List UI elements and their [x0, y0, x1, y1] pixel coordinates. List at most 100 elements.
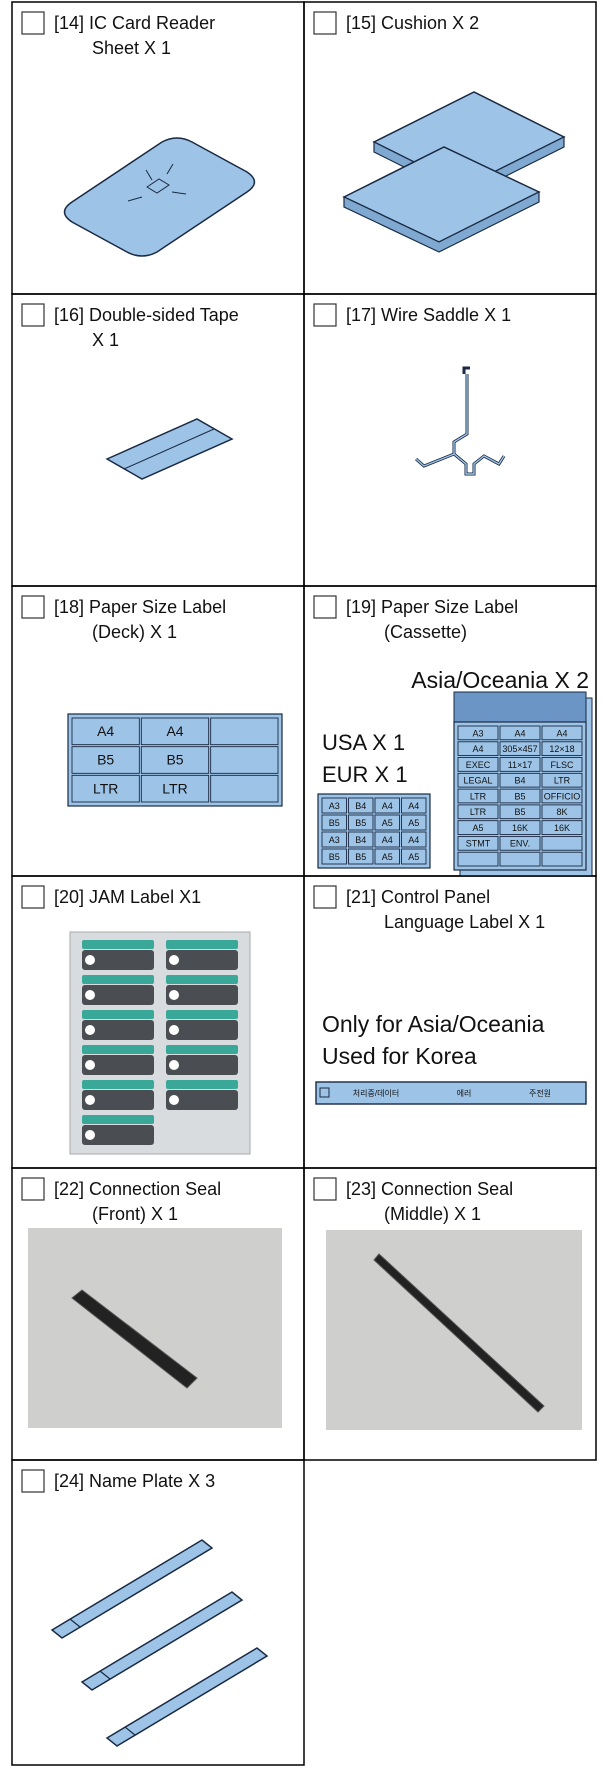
jam-body — [166, 1020, 238, 1040]
label-cell — [321, 831, 347, 848]
checkbox — [21, 595, 45, 619]
label-cell-text: FLSC — [550, 760, 574, 770]
label-cell — [374, 797, 400, 814]
jam-tab — [82, 940, 154, 949]
checkbox — [313, 1177, 337, 1201]
label-cell-text: A4 — [408, 801, 419, 811]
label-cell-text: B5 — [355, 818, 366, 828]
checkbox — [21, 1469, 45, 1493]
label-cell — [321, 848, 347, 865]
jam-icon — [169, 1060, 179, 1070]
note: Only for Asia/Oceania — [322, 1011, 545, 1037]
checkbox — [313, 595, 337, 619]
label-cell — [457, 788, 499, 804]
jam-body — [82, 1125, 154, 1145]
note: Used for Korea — [322, 1043, 477, 1069]
label-cell — [321, 814, 347, 831]
part-cell: [22] Connection Seal (Front) X 1 — [11, 1167, 305, 1461]
label-cell-text: STMT — [466, 839, 491, 849]
label-cell — [457, 804, 499, 820]
label-cell-text: B5 — [97, 752, 114, 768]
plate — [80, 1591, 244, 1691]
part-cell: [23] Connection Seal (Middle) X 1 — [303, 1167, 597, 1461]
strip-text: 주전원 — [529, 1088, 551, 1098]
label-cell — [499, 772, 541, 788]
part-cell: [17] Wire Saddle X 1 — [303, 293, 597, 587]
part-cell: [16] Double-sided Tape X 1 — [11, 293, 305, 587]
panel-strip — [315, 1081, 587, 1105]
jam-tab — [166, 1080, 238, 1089]
jam-icon — [169, 1095, 179, 1105]
jam-tab — [82, 1045, 154, 1054]
part-title: Sheet X 1 — [92, 38, 171, 58]
label-cell-text: A5 — [382, 852, 393, 862]
label-cell — [457, 725, 499, 741]
part-title: (Cassette) — [384, 622, 467, 642]
label-cell-text: LEGAL — [463, 776, 492, 786]
part-title: [22] Connection Seal — [54, 1179, 221, 1199]
saddle-inner — [415, 374, 505, 475]
label-cell-text: B5 — [514, 807, 525, 817]
label-cell-text: B5 — [329, 852, 340, 862]
jam-body — [82, 1055, 154, 1075]
part-cell: [19] Paper Size Label (Cassette) Asia/Ocea… — [303, 585, 597, 877]
label-cell-text: A4 — [408, 835, 419, 845]
cushion-side — [343, 191, 540, 253]
plate-end — [124, 1726, 136, 1736]
part-title: [18] Paper Size Label — [54, 597, 226, 617]
part-cell: [21] Control Panel Language Label X 1 Only… — [303, 875, 597, 1169]
strip-text: 에러 — [457, 1089, 472, 1098]
jam-body — [82, 985, 154, 1005]
label-cell — [457, 741, 499, 757]
label-cell — [348, 797, 374, 814]
plate — [50, 1539, 214, 1639]
jam-icon — [169, 955, 179, 965]
label-cell — [499, 788, 541, 804]
part-title: Language Label X 1 — [384, 912, 545, 932]
label-cell-text: B4 — [355, 801, 366, 811]
label-cell — [140, 774, 210, 803]
label-cell-text: LTR — [470, 791, 487, 801]
part-cell: [15] Cushion X 2 — [303, 1, 597, 295]
label-cell — [541, 725, 583, 741]
label-cell — [457, 757, 499, 772]
jam-tab — [82, 975, 154, 984]
jam-icon — [85, 1025, 95, 1035]
seal — [71, 1289, 198, 1389]
label-cell-text: EXEC — [466, 760, 491, 770]
jam-body — [82, 950, 154, 970]
card-sheet — [63, 137, 256, 257]
card-mark — [127, 163, 187, 202]
label-cell-text: LTR — [93, 780, 118, 796]
jam-icon — [169, 990, 179, 1000]
label-cell — [71, 717, 140, 746]
part-title: X 1 — [92, 330, 119, 350]
jam-body — [166, 1090, 238, 1110]
label-cell-text: B5 — [355, 852, 366, 862]
label-cell — [541, 851, 583, 867]
jam-icon — [85, 1130, 95, 1140]
cell-border — [303, 1167, 597, 1461]
strip-text: 처리중/데이터 — [353, 1088, 399, 1098]
label-cell — [348, 831, 374, 848]
label-cell — [499, 820, 541, 835]
part-cell: [24] Name Plate X 3 — [11, 1459, 305, 1766]
label-cell — [374, 831, 400, 848]
label-sheet — [67, 713, 283, 807]
part-title: [16] Double-sided Tape — [54, 305, 239, 325]
plate-end — [69, 1618, 81, 1628]
part-cell: [20] JAM Label X1 — [11, 875, 305, 1169]
label-cell-text: A4 — [382, 835, 393, 845]
label-cell-text: A5 — [382, 818, 393, 828]
label-cell — [499, 741, 541, 757]
jam-tab — [166, 1045, 238, 1054]
plate-end — [99, 1670, 111, 1680]
part-title: [20] JAM Label X1 — [54, 887, 201, 907]
label-cell-text: 11×17 — [508, 760, 533, 770]
label-cell — [374, 814, 400, 831]
checkbox — [21, 11, 45, 35]
label-cell — [499, 851, 541, 867]
cell-border — [303, 293, 597, 587]
label-cell-text: A5 — [408, 818, 419, 828]
